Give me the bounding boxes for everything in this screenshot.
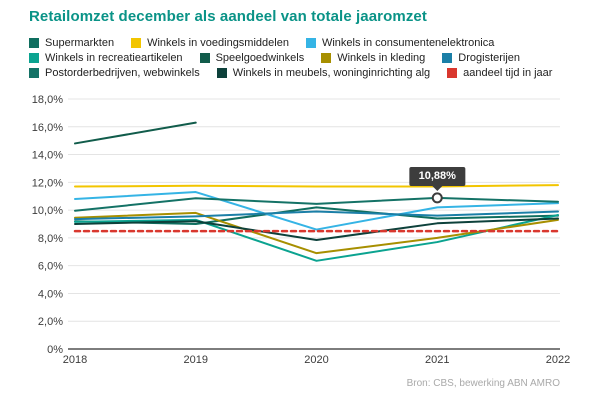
series-line-6[interactable] xyxy=(74,210,559,221)
series-line-5[interactable] xyxy=(74,211,559,255)
x-tick-label: 2021 xyxy=(425,354,449,366)
legend-label: Winkels in voedingsmiddelen xyxy=(147,37,289,49)
legend-row: Supermarkten Winkels in voedingsmiddelen W… xyxy=(29,37,589,49)
y-tick-label: 16,0% xyxy=(32,122,63,134)
y-tick-label: 4,0% xyxy=(38,288,63,300)
legend-item-1[interactable]: Winkels in voedingsmiddelen xyxy=(131,37,289,49)
legend-swatch-icon xyxy=(199,53,210,63)
legend-label: Winkels in recreatieartikelen xyxy=(45,52,183,64)
legend-swatch-icon xyxy=(29,68,39,78)
legend-label: Winkels in kleding xyxy=(337,52,426,64)
legend-label: Winkels in consumentenelektronica xyxy=(321,37,495,49)
legend-item-0[interactable]: Supermarkten xyxy=(29,37,114,49)
chart-title: Retailomzet december als aandeel van tot… xyxy=(29,8,427,25)
series-line-2[interactable] xyxy=(74,191,559,231)
series-line-1[interactable] xyxy=(74,184,559,188)
y-tick-label: 0% xyxy=(47,344,63,356)
legend-row: Winkels in recreatieartikelen Speelgoedwi… xyxy=(29,52,589,64)
legend-item-4[interactable]: Speelgoedwinkels xyxy=(199,52,305,64)
y-tick-label: 6,0% xyxy=(38,261,63,273)
legend-item-2[interactable]: Winkels in consumentenelektronica xyxy=(305,37,495,49)
legend-row: Postorderbedrijven, webwinkels Winkels in… xyxy=(29,67,589,79)
legend-item-8[interactable]: Winkels in meubels, woninginrichting alg xyxy=(216,67,431,79)
legend-label: Winkels in meubels, woninginrichting alg xyxy=(232,67,431,79)
x-tick-label: 2020 xyxy=(304,354,328,366)
legend-item-9[interactable]: aandeel tijd in jaar xyxy=(447,67,552,79)
legend-item-5[interactable]: Winkels in kleding xyxy=(321,52,425,64)
legend-label: Postorderbedrijven, webwinkels xyxy=(45,67,200,79)
series-line-4[interactable] xyxy=(74,121,197,145)
tooltip: 10,88% xyxy=(409,166,465,186)
legend-swatch-icon xyxy=(321,53,332,63)
legend-swatch-icon xyxy=(216,68,227,78)
legend-swatch-icon xyxy=(29,38,39,48)
legend-swatch-icon xyxy=(447,68,458,78)
tooltip-dot xyxy=(431,192,443,204)
y-tick-label: 8,0% xyxy=(38,233,63,245)
legend-swatch-icon xyxy=(131,38,142,48)
y-tick-label: 14,0% xyxy=(32,150,63,162)
legend-item-6[interactable]: Drogisterijen xyxy=(442,52,520,64)
series-line-3[interactable] xyxy=(74,213,559,262)
y-tick-label: 12,0% xyxy=(32,177,63,189)
x-tick-label: 2019 xyxy=(184,354,208,366)
legend-label: Supermarkten xyxy=(45,37,115,49)
series-line-8[interactable] xyxy=(74,217,559,241)
x-tick-label: 2018 xyxy=(63,354,87,366)
legend-label: Drogisterijen xyxy=(458,52,521,64)
legend-item-7[interactable]: Postorderbedrijven, webwinkels xyxy=(29,67,200,79)
legend-swatch-icon xyxy=(29,53,39,63)
legend-item-3[interactable]: Winkels in recreatieartikelen xyxy=(29,52,183,64)
source-credit: Bron: CBS, bewerking ABN AMRO xyxy=(406,378,560,389)
tooltip-value: 10,88% xyxy=(418,169,456,182)
y-tick-label: 18,0% xyxy=(32,94,63,106)
chart-legend: Supermarkten Winkels in voedingsmiddelen W… xyxy=(29,37,589,79)
legend-label: aandeel tijd in jaar xyxy=(463,67,553,79)
y-tick-label: 10,0% xyxy=(32,205,63,217)
series-line-7[interactable] xyxy=(74,196,559,212)
y-tick-label: 2,0% xyxy=(38,316,63,328)
x-tick-label: 2022 xyxy=(546,354,570,366)
legend-label: Speelgoedwinkels xyxy=(215,52,305,64)
legend-swatch-icon xyxy=(305,38,316,48)
legend-swatch-icon xyxy=(442,53,453,63)
